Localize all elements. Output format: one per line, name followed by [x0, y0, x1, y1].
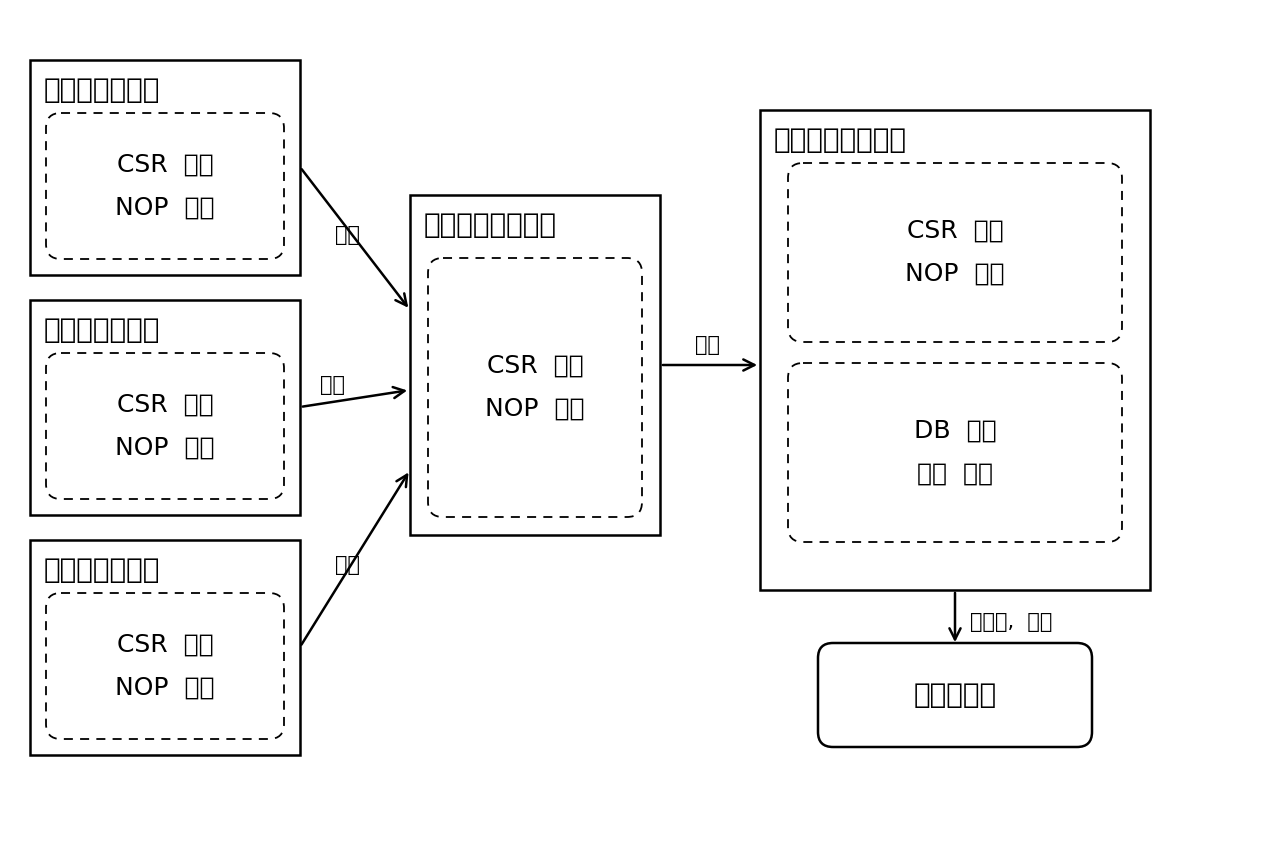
Text: 인터넷,  우편: 인터넷, 우편 — [970, 612, 1053, 632]
FancyBboxPatch shape — [818, 643, 1092, 747]
Text: 제옶: 제옶 — [335, 555, 359, 575]
Text: 한국해양연구원: 한국해양연구원 — [44, 76, 160, 104]
Text: 국립해양조사원: 국립해양조사원 — [44, 556, 160, 584]
FancyBboxPatch shape — [787, 163, 1121, 342]
Text: 국립수산과학원: 국립수산과학원 — [44, 316, 160, 344]
Text: DB  구축
첵자  발간: DB 구축 첵자 발간 — [913, 419, 996, 486]
Bar — [410, 195, 660, 535]
Text: CSR  수집
NOP  수집: CSR 수집 NOP 수집 — [485, 354, 584, 421]
Text: CSR  수집
NOP  수집: CSR 수집 NOP 수집 — [906, 219, 1005, 286]
Bar — [30, 60, 300, 275]
Text: 제옶: 제옶 — [320, 375, 345, 395]
Text: CSR  수집
NOP  수집: CSR 수집 NOP 수집 — [116, 633, 215, 700]
FancyBboxPatch shape — [46, 113, 284, 259]
Text: 제옶: 제옶 — [335, 225, 359, 245]
FancyBboxPatch shape — [428, 258, 643, 517]
Bar — [30, 540, 300, 755]
FancyBboxPatch shape — [787, 363, 1121, 542]
Text: 세계해양자료센터: 세계해양자료센터 — [773, 126, 907, 154]
Bar — [759, 110, 1151, 590]
Text: 제옶: 제옶 — [695, 335, 720, 355]
Text: 한국해양자료센터: 한국해양자료센터 — [424, 211, 558, 239]
Bar — [30, 300, 300, 515]
Text: 자료이용자: 자료이용자 — [913, 681, 997, 709]
Text: CSR  수집
NOP  수집: CSR 수집 NOP 수집 — [116, 153, 215, 220]
FancyBboxPatch shape — [46, 353, 284, 499]
Text: CSR  수집
NOP  수집: CSR 수집 NOP 수집 — [116, 392, 215, 459]
FancyBboxPatch shape — [46, 593, 284, 739]
